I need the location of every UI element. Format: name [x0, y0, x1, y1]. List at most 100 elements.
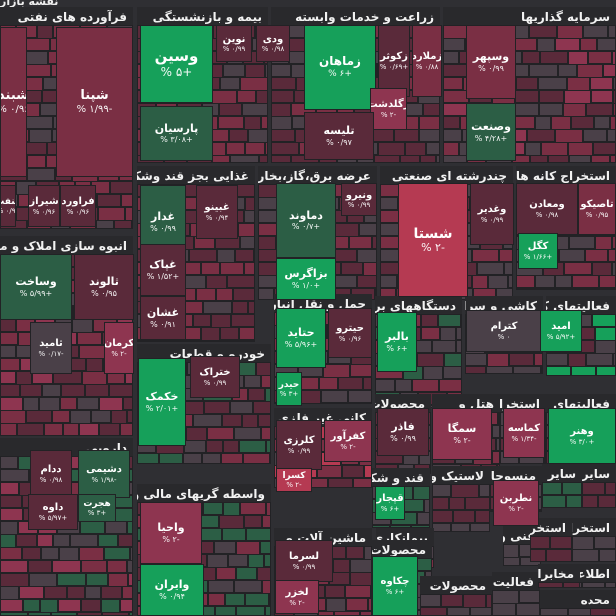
- minor-stock-cell[interactable]: [137, 340, 157, 342]
- minor-stock-cell[interactable]: [363, 377, 372, 390]
- minor-stock-cell[interactable]: [0, 358, 20, 371]
- minor-stock-cell[interactable]: [456, 340, 462, 353]
- minor-stock-cell[interactable]: [253, 401, 271, 414]
- minor-stock-cell[interactable]: [63, 423, 79, 436]
- minor-stock-cell[interactable]: [260, 541, 271, 554]
- minor-stock-cell[interactable]: [61, 384, 85, 397]
- minor-stock-cell[interactable]: [223, 64, 245, 77]
- minor-stock-cell[interactable]: [530, 549, 546, 562]
- minor-stock-cell[interactable]: [99, 423, 120, 436]
- minor-stock-cell[interactable]: [52, 410, 70, 423]
- minor-stock-cell[interactable]: [538, 77, 567, 90]
- minor-stock-cell[interactable]: [27, 168, 55, 181]
- minor-stock-cell[interactable]: [438, 314, 461, 327]
- stock-tile-saland[interactable]: ثالوند ۰/۹۵ %: [74, 254, 134, 320]
- minor-stock-cell[interactable]: [582, 495, 598, 508]
- minor-stock-cell[interactable]: [542, 482, 562, 495]
- minor-stock-cell[interactable]: [359, 223, 377, 236]
- minor-stock-cell[interactable]: [317, 403, 338, 404]
- minor-stock-cell[interactable]: [412, 379, 439, 392]
- minor-stock-cell[interactable]: [193, 314, 211, 327]
- minor-stock-cell[interactable]: [371, 585, 372, 598]
- minor-stock-cell[interactable]: [271, 77, 296, 90]
- minor-stock-cell[interactable]: [374, 155, 400, 163]
- minor-stock-cell[interactable]: [430, 464, 431, 474]
- minor-stock-cell[interactable]: [120, 423, 133, 436]
- minor-stock-cell[interactable]: [250, 340, 255, 342]
- minor-stock-cell[interactable]: [594, 116, 610, 129]
- stock-tile-vaspehr[interactable]: وسپهر ۰/۹۹ %: [466, 25, 516, 99]
- minor-stock-cell[interactable]: [26, 90, 42, 103]
- stock-tile-tlisa[interactable]: تلیسه ۰/۹۷ %: [304, 112, 374, 160]
- minor-stock-cell[interactable]: [22, 547, 41, 560]
- minor-stock-cell[interactable]: [0, 332, 18, 345]
- sector-comm[interactable]: مخابرات: [538, 564, 580, 588]
- minor-stock-cell[interactable]: [258, 414, 271, 427]
- minor-stock-cell[interactable]: [591, 90, 613, 103]
- minor-stock-cell[interactable]: [104, 547, 130, 560]
- stock-tile-dodam[interactable]: ددام ۰/۹۸ %: [30, 450, 72, 498]
- minor-stock-cell[interactable]: [456, 327, 462, 340]
- minor-stock-cell[interactable]: [67, 586, 85, 599]
- minor-stock-cell[interactable]: [603, 64, 616, 77]
- minor-stock-cell[interactable]: [508, 275, 513, 288]
- minor-stock-cell[interactable]: [472, 249, 499, 262]
- minor-stock-cell[interactable]: [346, 546, 364, 559]
- minor-stock-cell[interactable]: [173, 340, 201, 342]
- minor-stock-cell[interactable]: [590, 608, 616, 616]
- stock-tile-tasiko[interactable]: تاصیکو ۰/۹۵ %: [578, 183, 616, 235]
- stock-tile-vasanat[interactable]: وصنعت +۴/۲۸ %: [466, 103, 516, 161]
- stock-tile-samid[interactable]: ثامید -۰/۱۷ %: [30, 322, 72, 374]
- minor-stock-cell[interactable]: [519, 590, 540, 603]
- minor-stock-cell[interactable]: [334, 611, 360, 616]
- minor-stock-cell[interactable]: [432, 510, 453, 523]
- minor-stock-cell[interactable]: [237, 184, 255, 197]
- minor-stock-cell[interactable]: [19, 586, 44, 599]
- sector-other[interactable]: سایر: [542, 464, 582, 508]
- minor-stock-cell[interactable]: [364, 465, 372, 478]
- minor-stock-cell[interactable]: [201, 340, 230, 342]
- stock-tile-zmlard[interactable]: زملارد ۰/۸۸ %: [412, 25, 442, 97]
- minor-stock-cell[interactable]: [185, 301, 203, 314]
- minor-stock-cell[interactable]: [593, 142, 616, 155]
- minor-stock-cell[interactable]: [580, 38, 597, 51]
- minor-stock-cell[interactable]: [271, 155, 291, 163]
- minor-stock-cell[interactable]: [348, 390, 372, 403]
- minor-stock-cell[interactable]: [470, 523, 490, 532]
- minor-stock-cell[interactable]: [223, 440, 239, 453]
- minor-stock-cell[interactable]: [582, 582, 605, 588]
- stock-tile-vahnar[interactable]: وهنر +۳/۰ %: [548, 408, 616, 464]
- minor-stock-cell[interactable]: [58, 599, 81, 612]
- stock-tile-vsakht[interactable]: وساخت +۵/۹۹ %: [0, 254, 72, 320]
- stock-tile-hatid[interactable]: حتاید +۵/۹۶ %: [276, 308, 326, 368]
- minor-stock-cell[interactable]: [380, 275, 397, 288]
- minor-stock-cell[interactable]: [566, 495, 582, 508]
- minor-stock-cell[interactable]: [86, 573, 108, 586]
- minor-stock-cell[interactable]: [516, 77, 538, 90]
- stock-tile-damavand[interactable]: دماوند +۰/۷ %: [276, 183, 336, 258]
- minor-stock-cell[interactable]: [0, 384, 20, 397]
- minor-stock-cell[interactable]: [395, 379, 412, 392]
- minor-stock-cell[interactable]: [321, 390, 348, 403]
- minor-stock-cell[interactable]: [53, 534, 70, 547]
- minor-stock-cell[interactable]: [269, 593, 271, 606]
- stock-tile-vairan[interactable]: وایران ۰/۹۴ %: [140, 564, 204, 616]
- minor-stock-cell[interactable]: [610, 155, 616, 163]
- stock-tile-dshimi[interactable]: دشیمی -۱/۹۸ %: [78, 450, 130, 498]
- minor-stock-cell[interactable]: [261, 116, 268, 129]
- minor-stock-cell[interactable]: [0, 371, 16, 384]
- minor-stock-cell[interactable]: [0, 423, 17, 436]
- minor-stock-cell[interactable]: [542, 495, 566, 508]
- minor-stock-cell[interactable]: [394, 129, 419, 142]
- minor-stock-cell[interactable]: [51, 612, 77, 616]
- minor-stock-cell[interactable]: [432, 497, 449, 510]
- minor-stock-cell[interactable]: [258, 210, 278, 223]
- minor-stock-cell[interactable]: [586, 353, 613, 366]
- minor-stock-cell[interactable]: [608, 249, 616, 262]
- minor-stock-cell[interactable]: [546, 549, 572, 562]
- minor-stock-cell[interactable]: [220, 262, 244, 275]
- minor-stock-cell[interactable]: [436, 155, 440, 163]
- minor-stock-cell[interactable]: [28, 612, 51, 616]
- minor-stock-cell[interactable]: [228, 554, 248, 567]
- minor-stock-cell[interactable]: [220, 77, 240, 90]
